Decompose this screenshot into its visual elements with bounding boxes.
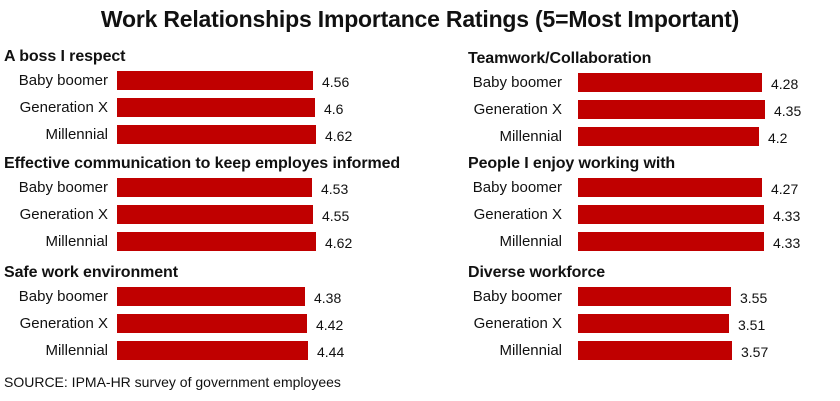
data-label: 4.62 — [325, 235, 353, 251]
bar — [578, 73, 762, 92]
panel-2: Effective communication to keep employes… — [4, 155, 404, 265]
data-label: 4.53 — [321, 181, 349, 197]
panel-title: Diverse workforce — [468, 264, 606, 281]
bar — [578, 341, 732, 360]
panel-5: People I enjoy working with Baby boomer 4.… — [468, 155, 840, 265]
data-label: 4.2 — [768, 130, 788, 146]
bar-row: Millennial 4.62 — [4, 124, 404, 146]
category-label: Millennial — [45, 126, 108, 143]
category-label: Millennial — [499, 233, 562, 250]
bar-row: Baby boomer 4.53 — [4, 177, 404, 199]
bar-row: Millennial 4.2 — [468, 126, 840, 148]
bar-row: Generation X 4.6 — [4, 97, 404, 119]
bar-row: Generation X 4.42 — [4, 313, 404, 335]
bar-row: Millennial 3.57 — [468, 340, 840, 362]
data-label: 4.35 — [774, 103, 802, 119]
bar — [578, 287, 731, 306]
category-label: Baby boomer — [18, 288, 108, 305]
bar-row: Generation X 4.35 — [468, 99, 840, 121]
data-label: 4.62 — [325, 128, 353, 144]
bar-row: Millennial 4.62 — [4, 231, 404, 253]
panel-3: Safe work environment Baby boomer 4.38 Gene… — [4, 264, 404, 374]
bar-row: Baby boomer 4.56 — [4, 70, 404, 92]
bar — [117, 98, 315, 117]
bar-row: Millennial 4.33 — [468, 231, 840, 253]
bar — [117, 314, 307, 333]
data-label: 3.57 — [741, 344, 769, 360]
panel-title: A boss I respect — [4, 48, 126, 65]
data-label: 4.33 — [773, 208, 801, 224]
data-label: 4.44 — [317, 344, 345, 360]
bar-row: Generation X 3.51 — [468, 313, 840, 335]
bar — [578, 205, 764, 224]
category-label: Baby boomer — [472, 74, 562, 91]
data-label: 3.51 — [738, 317, 766, 333]
category-label: Baby boomer — [472, 179, 562, 196]
data-label: 4.6 — [324, 101, 344, 117]
category-label: Generation X — [19, 315, 108, 332]
bar-row: Generation X 4.55 — [4, 204, 404, 226]
bar — [117, 125, 316, 144]
data-label: 4.33 — [773, 235, 801, 251]
category-label: Baby boomer — [472, 288, 562, 305]
category-label: Generation X — [19, 206, 108, 223]
category-label: Millennial — [45, 342, 108, 359]
category-label: Generation X — [19, 99, 108, 116]
data-label: 4.56 — [322, 74, 350, 90]
bar — [578, 127, 759, 146]
bar — [578, 178, 762, 197]
bar-row: Baby boomer 4.27 — [468, 177, 840, 199]
bar — [117, 178, 312, 197]
data-label: 4.27 — [771, 181, 799, 197]
data-label: 4.28 — [771, 76, 799, 92]
bar-row: Generation X 4.33 — [468, 204, 840, 226]
panel-title: Teamwork/Collaboration — [468, 50, 652, 67]
data-label: 3.55 — [740, 290, 768, 306]
panel-title: Safe work environment — [4, 264, 178, 281]
category-label: Baby boomer — [18, 72, 108, 89]
category-label: Generation X — [473, 206, 562, 223]
bar — [117, 341, 308, 360]
category-label: Generation X — [473, 315, 562, 332]
category-label: Baby boomer — [18, 179, 108, 196]
data-label: 4.55 — [322, 208, 350, 224]
panel-4: Teamwork/Collaboration Baby boomer 4.28 Gen… — [468, 50, 840, 160]
panel-1: A boss I respect Baby boomer 4.56 Generatio… — [4, 48, 404, 158]
panel-6: Diverse workforce Baby boomer 3.55 Generati… — [468, 264, 840, 374]
bar — [578, 314, 729, 333]
bar — [117, 232, 316, 251]
bar-row: Baby boomer 4.38 — [4, 286, 404, 308]
bar — [117, 71, 313, 90]
source-note: SOURCE: IPMA-HR survey of government emp… — [4, 374, 341, 390]
category-label: Millennial — [499, 128, 562, 145]
category-label: Millennial — [499, 342, 562, 359]
data-label: 4.38 — [314, 290, 342, 306]
chart-title: Work Relationships Importance Ratings (5… — [100, 6, 740, 32]
category-label: Generation X — [473, 101, 562, 118]
category-label: Millennial — [45, 233, 108, 250]
bar — [578, 232, 764, 251]
bar — [117, 287, 305, 306]
data-label: 4.42 — [316, 317, 344, 333]
bar-row: Baby boomer 3.55 — [468, 286, 840, 308]
bar-row: Millennial 4.44 — [4, 340, 404, 362]
bar — [117, 205, 313, 224]
bar — [578, 100, 765, 119]
panel-title: People I enjoy working with — [468, 155, 676, 172]
bar-row: Baby boomer 4.28 — [468, 72, 840, 94]
panel-title: Effective communication to keep employes… — [4, 155, 401, 172]
